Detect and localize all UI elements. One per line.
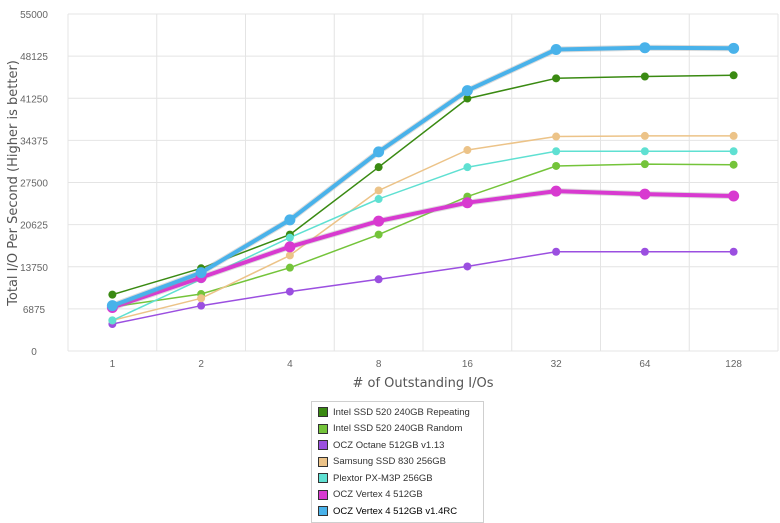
legend-item: OCZ Octane 512GB v1.13 xyxy=(312,437,483,454)
data-point xyxy=(729,247,738,256)
y-axis-title: Total I/O Per Second (Higher is better) xyxy=(6,60,21,307)
y-tick-label: 6875 xyxy=(23,305,46,316)
y-tick-label: 55000 xyxy=(20,10,48,21)
data-point xyxy=(552,74,561,83)
data-point xyxy=(728,190,740,202)
y-tick-label: 48125 xyxy=(20,52,48,63)
legend: Intel SSD 520 240GB Repeating Intel SSD 5… xyxy=(311,401,484,523)
data-point xyxy=(197,294,206,303)
legend-swatch xyxy=(318,489,328,500)
legend-item: Samsung SSD 830 256GB xyxy=(312,454,483,471)
y-tick-label: 34375 xyxy=(20,136,48,147)
legend-item: Intel SSD 520 240GB Repeating xyxy=(312,404,483,421)
series-line xyxy=(111,163,735,308)
series-line xyxy=(111,135,735,322)
data-point xyxy=(284,214,296,226)
data-point xyxy=(463,94,472,103)
data-point xyxy=(463,163,472,172)
y-tick-label: 41250 xyxy=(20,94,48,105)
x-tick-label: 1 xyxy=(110,359,116,370)
x-tick-label: 32 xyxy=(551,359,563,370)
data-point xyxy=(639,42,651,54)
data-point xyxy=(106,300,118,312)
data-point xyxy=(550,185,562,197)
data-point xyxy=(374,186,383,195)
x-tick-label: 16 xyxy=(462,359,474,370)
data-point xyxy=(108,316,117,325)
legend-item: Plextor PX-M3P 256GB xyxy=(312,470,483,487)
legend-label: Plextor PX-M3P 256GB xyxy=(333,472,433,484)
x-tick-labels: 1 2 4 8 16 32 64 128 xyxy=(110,359,743,370)
data-point xyxy=(108,290,117,299)
data-point xyxy=(285,233,294,242)
data-point xyxy=(374,163,383,172)
data-point xyxy=(639,188,651,200)
data-point xyxy=(374,195,383,204)
legend-label: OCZ Vertex 4 512GB v1.4RC xyxy=(333,505,458,517)
legend-item: OCZ Vertex 4 512GB v1.4RC xyxy=(312,503,483,520)
data-point xyxy=(463,262,472,271)
legend-label: Samsung SSD 830 256GB xyxy=(333,456,447,468)
data-point xyxy=(374,275,383,284)
series-line xyxy=(110,189,736,310)
y-tick-label: 13750 xyxy=(20,263,48,274)
data-point xyxy=(552,132,561,141)
legend-swatch xyxy=(318,423,328,434)
data-point xyxy=(461,197,473,209)
data-point xyxy=(729,160,738,169)
y-tick-labels: 0 6875 13750 20625 27500 34375 41250 48125 55000 xyxy=(20,10,48,358)
data-point xyxy=(729,71,738,80)
legend-swatch xyxy=(318,407,328,418)
data-point xyxy=(552,161,561,170)
y-tick-label: 27500 xyxy=(20,179,48,190)
data-point xyxy=(461,85,473,97)
data-point xyxy=(729,147,738,156)
legend-label: Intel SSD 520 240GB Random xyxy=(333,423,463,435)
x-axis-title: # of Outstanding I/Os xyxy=(352,376,493,391)
legend-label: Intel SSD 520 240GB Repeating xyxy=(333,406,470,418)
legend-swatch xyxy=(318,473,328,484)
data-point xyxy=(285,251,294,260)
data-point xyxy=(552,147,561,156)
data-point xyxy=(640,147,649,156)
data-point xyxy=(728,42,740,54)
data-point xyxy=(463,146,472,155)
legend-label: OCZ Vertex 4 512GB xyxy=(333,489,423,501)
x-tick-label: 64 xyxy=(639,359,651,370)
data-point xyxy=(640,160,649,169)
series-lines xyxy=(110,44,736,325)
data-point xyxy=(640,247,649,256)
x-tick-label: 4 xyxy=(287,359,293,370)
data-point xyxy=(729,131,738,140)
data-point xyxy=(285,263,294,272)
x-tick-label: 128 xyxy=(725,359,742,370)
data-point xyxy=(550,44,562,56)
series-points xyxy=(106,42,740,329)
legend-item: Intel SSD 520 240GB Random xyxy=(312,421,483,438)
y-tick-label: 20625 xyxy=(20,221,48,232)
data-point xyxy=(195,267,207,279)
legend-swatch xyxy=(318,440,328,451)
data-point xyxy=(285,287,294,296)
legend-swatch xyxy=(318,506,328,517)
series-line xyxy=(110,45,736,308)
data-point xyxy=(374,230,383,239)
x-tick-label: 8 xyxy=(376,359,382,370)
data-point xyxy=(373,215,385,227)
data-point xyxy=(640,131,649,140)
data-point xyxy=(640,72,649,81)
series-line xyxy=(111,250,735,325)
data-point xyxy=(197,301,206,310)
legend-item: OCZ Vertex 4 512GB xyxy=(312,487,483,504)
data-point xyxy=(284,241,296,253)
data-point xyxy=(552,247,561,256)
data-point xyxy=(373,146,385,158)
legend-label: OCZ Octane 512GB v1.13 xyxy=(333,439,445,451)
x-tick-label: 2 xyxy=(198,359,204,370)
y-tick-label: 0 xyxy=(31,347,37,358)
legend-swatch xyxy=(318,456,328,467)
